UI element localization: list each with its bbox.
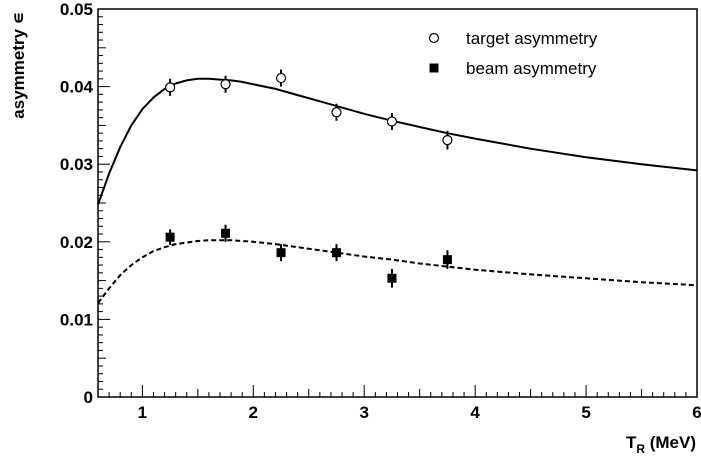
- legend-item-beam: beam asymmetry: [429, 59, 597, 78]
- target-data-point: [386, 116, 398, 127]
- x-tick-label: 6: [692, 403, 701, 422]
- beam-data-point: [331, 248, 341, 258]
- fit-curves: [97, 77, 698, 304]
- y-axis-title: asymmetry ∊: [9, 12, 28, 119]
- x-tick-label: 2: [249, 403, 258, 422]
- beam-data-point: [387, 273, 397, 283]
- y-tick-label: 0.04: [60, 78, 94, 97]
- x-tick-label: 5: [581, 403, 590, 422]
- target-data-point: [220, 79, 231, 90]
- axis-ticks: [97, 8, 698, 398]
- target-data-point: [165, 82, 176, 93]
- legend-label-target: target asymmetry: [466, 29, 598, 48]
- legend-item-target: target asymmetry: [428, 29, 598, 48]
- legend-label-beam: beam asymmetry: [466, 59, 597, 78]
- y-tick-label: 0.02: [60, 233, 93, 252]
- y-tick-label: 0.01: [60, 310, 93, 329]
- target-data-point: [331, 107, 342, 118]
- beam-data-point: [442, 255, 452, 265]
- x-tick-label: 1: [138, 403, 147, 422]
- beam-data-point: [221, 228, 231, 238]
- beam-data-point: [276, 248, 286, 258]
- target-data-point: [275, 72, 287, 84]
- target-fit-curve: [97, 77, 698, 205]
- legend-open-circle-marker: [428, 32, 440, 44]
- legend-filled-square-marker: [429, 63, 439, 73]
- target-data-point: [442, 135, 453, 146]
- x-axis-title: TR (MeV): [626, 433, 696, 456]
- plot-frame: [97, 8, 698, 398]
- x-tick-label: 3: [359, 403, 368, 422]
- y-tick-label: 0.05: [60, 0, 93, 19]
- beam-fit-curve: [97, 239, 698, 304]
- data-points: [165, 69, 453, 288]
- tick-labels: 1 2 3 4 5 6 0 0.01 0.02 0.03 0.04 0.05: [60, 0, 701, 422]
- beam-data-point: [165, 232, 175, 242]
- y-tick-label: 0: [84, 388, 93, 407]
- x-tick-label: 4: [470, 403, 480, 422]
- y-tick-label: 0.03: [60, 155, 93, 174]
- legend: target asymmetry beam asymmetry: [428, 29, 598, 78]
